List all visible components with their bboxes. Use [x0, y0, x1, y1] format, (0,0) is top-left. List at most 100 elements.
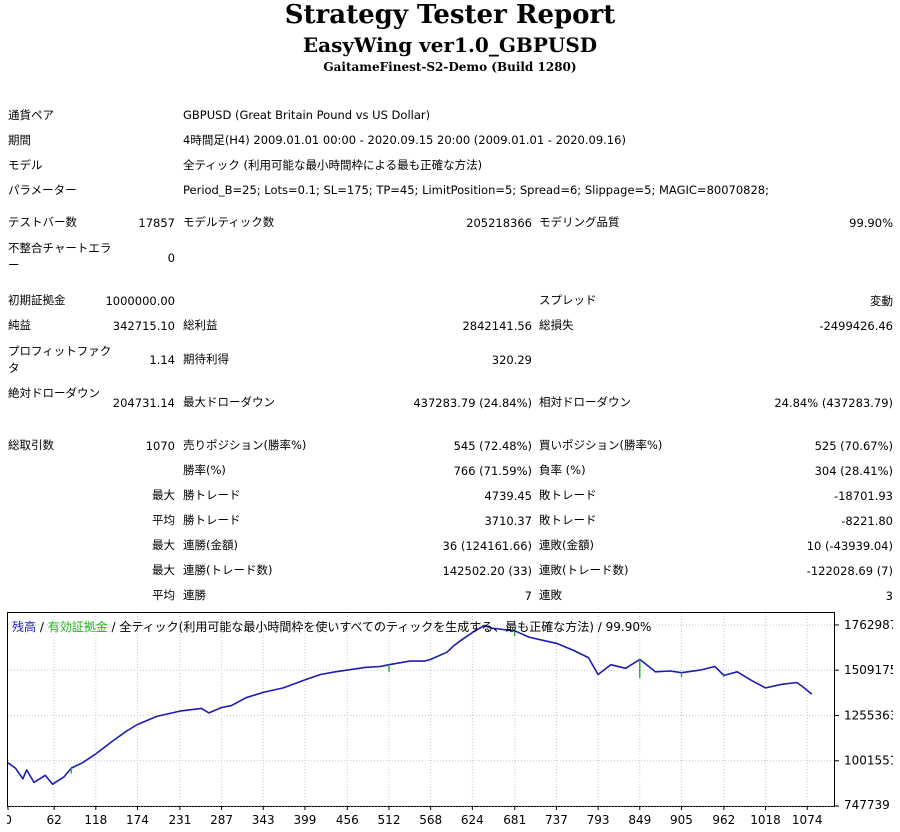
report-subtitle: EasyWing ver1.0_GBPUSD: [302, 33, 598, 57]
long-label: 買いポジション(勝率%): [539, 438, 663, 452]
max-label-3: 最大: [152, 563, 175, 577]
win-rate-value: 766 (71.59%): [453, 464, 532, 478]
consec-loss-label: 連敗: [539, 588, 562, 602]
consec-loss-cnt-label: 連敗(トレード数): [539, 563, 629, 577]
loss-rate-label: 負率 (%): [539, 463, 586, 477]
x-tick-label: 737: [545, 813, 568, 827]
y-tick-label: 747739: [844, 798, 890, 812]
params-value: Period_B=25; Lots=0.1; SL=175; TP=45; Li…: [183, 183, 769, 197]
y-tick-label: 1255363: [844, 708, 893, 722]
x-axis: 0 62 118 174 231 287 343 399 456 512 568 624 681 737 7…: [7, 806, 822, 827]
bars-label: テストバー数: [8, 215, 77, 229]
legend-balance: 残高: [12, 620, 37, 634]
win-rate-label: 勝率(%): [183, 463, 226, 477]
avg-win-trade-label: 勝トレード: [183, 513, 241, 527]
gross-profit-label: 総利益: [183, 318, 218, 332]
gross-profit-value: 2842141.56: [462, 319, 532, 333]
x-tick-label: 62: [46, 813, 61, 827]
short-label: 売りポジション(勝率%): [183, 438, 307, 452]
legend-sep-1: /: [36, 620, 48, 634]
x-tick-label: 118: [84, 813, 107, 827]
chart-series: [7, 624, 813, 785]
deposit-label: 初期証拠金: [8, 293, 66, 307]
ticks-label: モデルティック数: [183, 215, 275, 229]
gross-loss-value: -2499426.46: [819, 319, 893, 333]
x-tick-label: 905: [670, 813, 693, 827]
quality-label: モデリング品質: [539, 215, 620, 229]
net-value: 342715.10: [112, 319, 175, 333]
y-tick-label: 1762987: [844, 618, 893, 632]
x-tick-label: 962: [712, 813, 735, 827]
consec-win-amt-value: 36 (124161.66): [442, 539, 532, 553]
chart-grid: [8, 613, 834, 807]
period-value: 4時間足(H4) 2009.01.01 00:00 - 2020.09.15 2…: [183, 133, 626, 147]
x-tick-label: 287: [210, 813, 233, 827]
y-tick-label: 1509175: [844, 663, 893, 677]
balance-chart: 1762987 1509175 1255363 1001551 747739 0 62 11…: [7, 612, 893, 827]
expected-value: 320.29: [491, 353, 532, 367]
x-tick-label: 1074: [792, 813, 823, 827]
gross-loss-label: 総損失: [539, 318, 574, 332]
avg-loss-value: -8221.80: [841, 514, 893, 528]
x-tick-label: 624: [461, 813, 484, 827]
params-label: パラメーター: [8, 183, 77, 197]
x-tick-label: 849: [628, 813, 651, 827]
avg-label: 平均: [152, 513, 175, 527]
avg-loss-trade-label: 敗トレード: [539, 513, 597, 527]
consec-loss-amt-value: 10 (-43939.04): [806, 539, 893, 553]
rel-dd-label: 相対ドローダウン: [539, 395, 631, 409]
x-tick-label: 399: [293, 813, 316, 827]
consec-loss-amt-label: 連敗(金額): [539, 538, 594, 552]
rel-dd-value: 24.84% (437283.79): [774, 396, 893, 410]
pair-value: GBPUSD (Great Britain Pound vs US Dollar…: [183, 108, 431, 122]
x-tick-label: 343: [252, 813, 275, 827]
max-loss-trade-label: 敗トレード: [539, 488, 597, 502]
x-tick-label: 568: [419, 813, 442, 827]
max-label: 最大: [152, 488, 175, 502]
long-value: 525 (70.67%): [814, 439, 893, 453]
net-label: 純益: [8, 318, 31, 332]
consec-loss-value: 3: [885, 589, 893, 603]
mismatch-label: 不整合チャートエラー: [8, 241, 112, 272]
expected-label: 期待利得: [183, 352, 229, 366]
report-title: Strategy Tester Report: [284, 0, 616, 30]
model-value: 全ティック (利用可能な最小時間枠による最も正確な方法): [183, 158, 483, 172]
avg-win-value: 3710.37: [484, 514, 532, 528]
chart-legend: 残高 / 有効証拠金 / 全ティック(利用可能な最小時間枠を使いすべてのティック…: [12, 620, 651, 634]
pf-label: プロフィットファクタ: [8, 344, 112, 375]
quality-value: 99.90%: [849, 216, 893, 230]
x-tick-label: 0: [7, 813, 12, 827]
consec-loss-cnt-value: -122028.69 (7): [806, 564, 893, 578]
consec-win-cnt-label: 連勝(トレード数): [183, 563, 273, 577]
consec-win-label: 連勝: [183, 588, 206, 602]
max-win-trade-label: 勝トレード: [183, 488, 241, 502]
ticks-value: 205218366: [466, 216, 532, 230]
report-server: GaitameFinest-S2-Demo (Build 1280): [323, 60, 577, 74]
balance-line: [7, 624, 813, 785]
model-label: モデル: [8, 158, 43, 172]
legend-sep-2: /: [107, 620, 120, 634]
x-tick-label: 1018: [750, 813, 781, 827]
max-win-value: 4739.45: [484, 489, 532, 503]
max-dd-value: 437283.79 (24.84%): [413, 396, 532, 410]
consec-win-amt-label: 連勝(金額): [183, 538, 238, 552]
period-label: 期間: [8, 133, 31, 147]
x-tick-label: 231: [168, 813, 191, 827]
plot-area: [7, 612, 835, 807]
consec-win-value: 7: [524, 589, 532, 603]
max-loss-value: -18701.93: [833, 489, 893, 503]
short-value: 545 (72.48%): [453, 439, 532, 453]
x-tick-label: 174: [126, 813, 149, 827]
consec-win-cnt-value: 142502.20 (33): [442, 564, 532, 578]
legend-equity: 有効証拠金: [47, 620, 108, 634]
max-dd-label: 最大ドローダウン: [183, 395, 275, 409]
x-tick-label: 793: [587, 813, 610, 827]
max-label-2: 最大: [152, 538, 175, 552]
bars-value: 17857: [138, 216, 175, 230]
pf-value: 1.14: [149, 353, 175, 367]
total-trades-value: 1070: [145, 439, 175, 453]
loss-rate-value: 304 (28.41%): [814, 464, 893, 478]
y-tick-label: 1001551: [844, 754, 893, 768]
x-tick-label: 512: [378, 813, 401, 827]
abs-dd-value: 204731.14: [112, 396, 175, 410]
